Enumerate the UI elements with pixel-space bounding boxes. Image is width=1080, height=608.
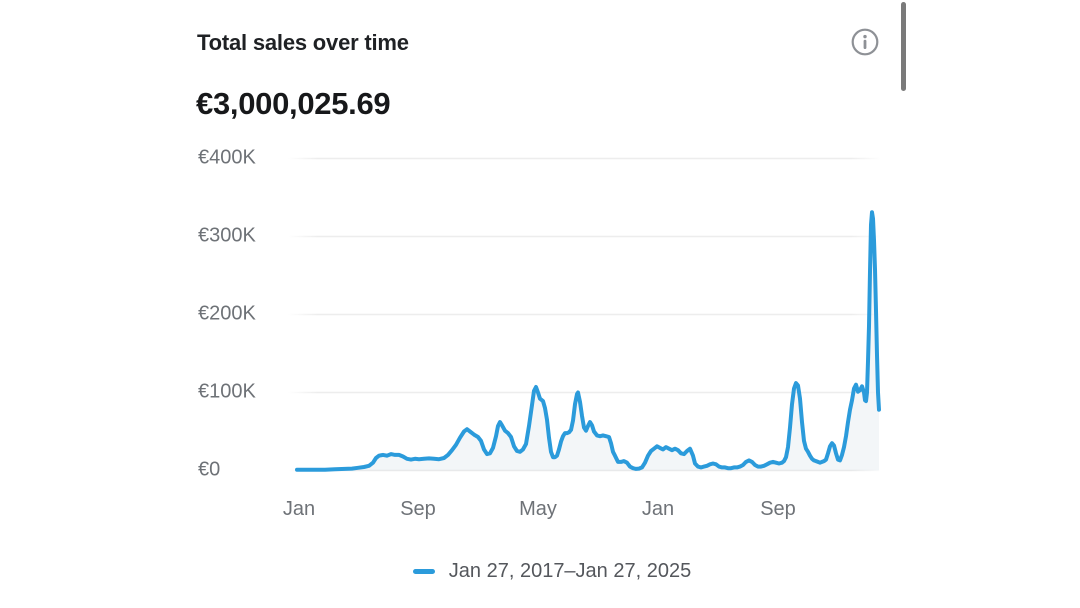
y-axis-label: €200K — [198, 302, 256, 325]
y-axis-label: €300K — [198, 224, 256, 247]
info-icon[interactable] — [850, 27, 880, 57]
legend-line-swatch — [412, 569, 435, 574]
x-axis-label: Sep — [400, 498, 436, 520]
x-axis-label: Jan — [641, 498, 675, 520]
x-axis-label: May — [519, 498, 557, 520]
total-sales-value: €3,000,025.69 — [196, 86, 391, 121]
x-axis-label: Jan — [282, 498, 316, 520]
y-axis-label: €400K — [198, 146, 256, 169]
scrollbar-thumb[interactable] — [901, 2, 906, 91]
y-axis-label: €0 — [198, 458, 221, 481]
page-title: Total sales over time — [197, 30, 409, 55]
x-axis-label: Sep — [760, 498, 796, 520]
legend-label: Jan 27, 2017–Jan 27, 2025 — [448, 560, 692, 582]
y-axis-label: €100K — [198, 380, 256, 403]
chart-legend: Jan 27, 2017–Jan 27, 2025 — [197, 560, 907, 583]
